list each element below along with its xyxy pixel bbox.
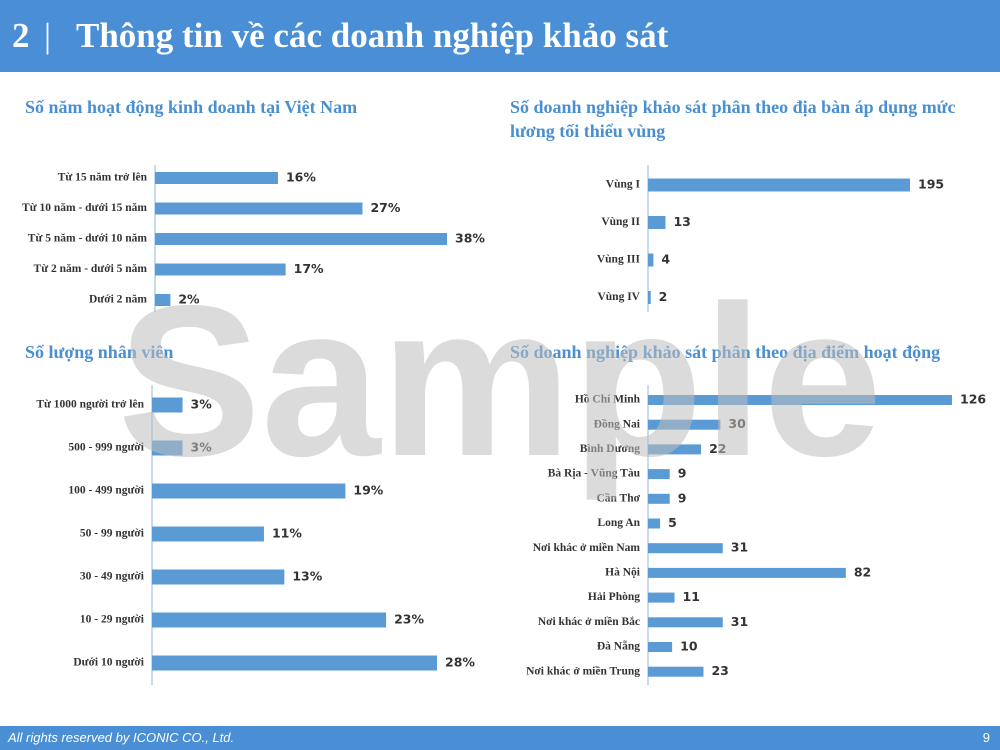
category-label: Từ 5 năm - dưới 10 năm: [28, 233, 148, 245]
category-label: Đồng Nai: [594, 417, 641, 430]
footer: All rights reserved by ICONIC CO., Ltd. …: [0, 726, 1000, 750]
category-label: Hồ Chí Minh: [575, 393, 641, 406]
bar: [152, 483, 346, 499]
value-label: 126: [960, 392, 986, 407]
bar: [152, 526, 264, 542]
bar: [152, 569, 285, 585]
value-label: 195: [918, 177, 944, 192]
value-label: 19%: [353, 483, 383, 498]
bar: [155, 263, 286, 276]
bar: [648, 518, 661, 529]
bar: [648, 567, 846, 578]
value-label: 10: [680, 639, 698, 654]
category-label: Nơi khác ở miền Bắc: [538, 615, 640, 628]
value-label: 3%: [191, 440, 213, 455]
bar: [648, 493, 670, 504]
watermark: Sample: [118, 260, 883, 501]
category-label: Bà Rịa - Vũng Tàu: [548, 468, 641, 480]
category-label: 100 - 499 người: [68, 485, 144, 497]
value-label: 22: [709, 441, 726, 456]
bar: [155, 233, 447, 245]
chart-title: Số doanh nghiệp khảo sát phân theo địa b…: [510, 97, 956, 141]
category-label: Bình Dương: [580, 443, 641, 455]
category-label: Từ 10 năm - dưới 15 năm: [22, 202, 147, 214]
charts: Từ 15 năm trở lên 16% Từ 10 năm - dưới 15 …: [22, 165, 986, 685]
category-label: Từ 2 năm - dưới 5 năm: [34, 263, 148, 275]
category-label: 30 - 49 người: [80, 571, 145, 583]
chart-title: Số lượng nhân viên: [25, 342, 174, 362]
bar: [648, 543, 723, 554]
category-label: Hà Nội: [605, 567, 641, 579]
separator: |: [44, 16, 52, 55]
category-label: Nơi khác ở miền Trung: [526, 664, 640, 677]
bar: [152, 655, 437, 671]
category-label: Vùng IV: [597, 291, 640, 303]
value-label: 3%: [191, 397, 213, 412]
value-label: 28%: [445, 655, 475, 670]
value-label: 17%: [294, 261, 324, 276]
value-label: 11: [683, 589, 700, 604]
bar: [648, 444, 702, 455]
value-label: 23: [711, 663, 728, 678]
category-label: Dưới 10 người: [73, 657, 144, 669]
value-label: 11%: [272, 526, 302, 541]
bar: [648, 469, 670, 480]
category-label: Hải Phòng: [588, 591, 640, 603]
value-label: 27%: [370, 200, 400, 215]
category-label: Long An: [597, 517, 640, 529]
bar: [648, 178, 910, 192]
bar: [648, 216, 666, 229]
category-label: Dưới 2 năm: [89, 294, 147, 306]
value-label: 13%: [292, 569, 322, 584]
category-label: 50 - 99 người: [80, 528, 145, 540]
category-label: Cần Thơ: [596, 491, 640, 504]
bar: [152, 612, 387, 628]
value-label: 31: [731, 614, 748, 629]
copyright: All rights reserved by ICONIC CO., Ltd.: [8, 730, 235, 745]
page-number: 9: [982, 730, 990, 745]
bar: [648, 666, 704, 677]
bar: [155, 294, 171, 306]
category-label: Vùng III: [597, 254, 641, 266]
category-label: Từ 1000 người trở lên: [36, 399, 144, 411]
bar: [648, 253, 654, 267]
bar: [152, 440, 183, 456]
bar: [648, 419, 721, 430]
value-label: 4: [661, 252, 670, 267]
chart-title: Số năm hoạt động kinh doanh tại Việt Nam: [25, 97, 358, 117]
value-label: 16%: [286, 170, 316, 185]
value-label: 31: [731, 540, 748, 555]
value-label: 30: [728, 416, 746, 431]
bar: [155, 172, 278, 184]
category-label: Từ 15 năm trở lên: [58, 172, 148, 184]
bar: [648, 617, 723, 628]
bar: [648, 592, 675, 603]
category-label: Vùng II: [601, 216, 640, 228]
value-label: 2: [659, 289, 668, 304]
bar: [648, 291, 651, 304]
value-label: 38%: [455, 231, 485, 246]
value-label: 5: [668, 515, 677, 530]
bar: [155, 202, 363, 215]
value-label: 23%: [394, 612, 424, 627]
header: 2 | Thông tin về các doanh nghiệp khảo s…: [0, 0, 1000, 72]
value-label: 9: [678, 466, 687, 481]
value-label: 9: [678, 490, 687, 505]
category-label: 10 - 29 người: [80, 614, 145, 626]
category-label: 500 - 999 người: [68, 442, 144, 454]
category-label: Nơi khác ở miền Nam: [533, 541, 641, 554]
section-number: 2: [12, 16, 30, 55]
value-label: 82: [854, 564, 871, 579]
value-label: 2%: [178, 292, 200, 307]
category-label: Đà Nẵng: [597, 640, 640, 653]
bar: [648, 395, 952, 405]
chart-title: Số doanh nghiệp khảo sát phân theo địa đ…: [510, 342, 941, 362]
header-title: Thông tin về các doanh nghiệp khảo sát: [76, 16, 669, 55]
category-label: Vùng I: [606, 179, 641, 191]
bar: [648, 642, 673, 652]
bar: [152, 397, 183, 413]
value-label: 13: [673, 214, 690, 229]
